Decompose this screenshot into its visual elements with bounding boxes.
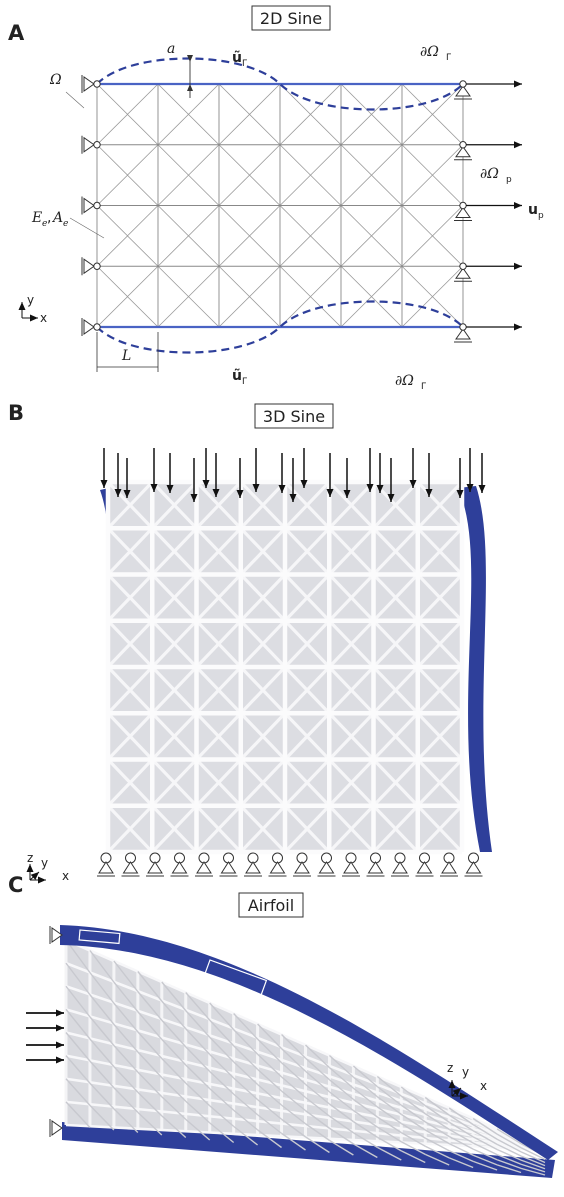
- pin: [94, 263, 100, 269]
- arrow-head: [56, 1010, 64, 1017]
- pin: [94, 324, 100, 330]
- pin-support: [84, 77, 94, 91]
- subscript: e: [63, 219, 68, 229]
- panel-title: 3D Sine: [263, 407, 325, 426]
- pin-support: [197, 862, 211, 873]
- pin-support: [148, 862, 162, 873]
- prescribed-displacement: ũ: [232, 368, 242, 384]
- subscript: Γ: [242, 59, 247, 69]
- axis-label: z: [27, 851, 33, 865]
- arrow-head: [514, 324, 522, 331]
- subscript: Γ: [446, 53, 451, 63]
- separator: ,: [47, 210, 51, 226]
- pin-support: [84, 259, 94, 273]
- boundary-label: ∂Ω: [420, 44, 439, 60]
- pin-support: [295, 862, 309, 873]
- subscript: p: [538, 211, 544, 221]
- pin-support: [369, 862, 383, 873]
- subscript: p: [506, 175, 512, 185]
- pin-support: [173, 862, 187, 873]
- element-area: A: [51, 210, 63, 226]
- arrow-head: [30, 315, 38, 322]
- pin-support: [99, 862, 113, 873]
- pin: [94, 202, 100, 208]
- subscript: Γ: [242, 377, 247, 387]
- panel-label: C: [8, 873, 23, 897]
- axis-label: z: [447, 1061, 453, 1075]
- arrow-head: [514, 141, 522, 148]
- pin-support: [320, 862, 334, 873]
- panel-title: Airfoil: [248, 896, 294, 915]
- pin: [94, 81, 100, 87]
- pin-support: [52, 1121, 62, 1135]
- pin-support: [84, 320, 94, 334]
- axis-label: y: [27, 293, 34, 307]
- element-modulus: E: [31, 210, 42, 226]
- panel-label: A: [8, 21, 25, 45]
- arrow-head: [56, 1042, 64, 1049]
- pin-support: [124, 862, 138, 873]
- arrow-head: [56, 1057, 64, 1064]
- load-label: u: [528, 202, 538, 218]
- boundary-label: ∂Ω: [480, 166, 499, 182]
- prescribed-displacement: ũ: [232, 50, 242, 66]
- pin: [460, 81, 466, 87]
- domain-label: Ω: [49, 72, 62, 88]
- pin: [460, 142, 466, 148]
- arrow-head: [479, 485, 486, 493]
- pin-support: [84, 138, 94, 152]
- leader-line: [70, 218, 104, 238]
- arrow-head: [27, 864, 34, 872]
- pin: [460, 202, 466, 208]
- leader-line: [66, 92, 84, 108]
- pin-support: [467, 862, 481, 873]
- axis-label: x: [480, 1079, 487, 1093]
- pin-support: [418, 862, 432, 873]
- length-label: L: [121, 348, 131, 364]
- arrow-head: [56, 1025, 64, 1032]
- amplitude-label: a: [167, 41, 175, 57]
- arrow-head: [514, 202, 522, 209]
- subscript: Γ: [421, 382, 426, 392]
- panel-title: 2D Sine: [260, 9, 322, 28]
- pin-support: [84, 199, 94, 213]
- axis-label: y: [41, 856, 48, 870]
- boundary-label: ∂Ω: [395, 373, 414, 389]
- axis-label: x: [62, 869, 69, 883]
- pin-support: [442, 862, 456, 873]
- arrow-head: [514, 81, 522, 88]
- arrow-head: [514, 263, 522, 270]
- pin-support: [393, 862, 407, 873]
- pin-support: [246, 862, 260, 873]
- pin: [460, 263, 466, 269]
- figure: A 2D Sine B 3D Sine C Airfoil a ũ Γ ∂Ω Γ…: [0, 0, 564, 1197]
- axis-label: x: [40, 311, 47, 325]
- axis-label: y: [462, 1065, 469, 1079]
- pin: [460, 324, 466, 330]
- pin-support: [222, 862, 236, 873]
- panel-label: B: [8, 401, 24, 425]
- pin-support: [344, 862, 358, 873]
- arrow-head: [19, 302, 26, 310]
- artwork: [19, 55, 559, 1178]
- pin-support: [271, 862, 285, 873]
- pin: [94, 142, 100, 148]
- arrow-head: [38, 877, 46, 884]
